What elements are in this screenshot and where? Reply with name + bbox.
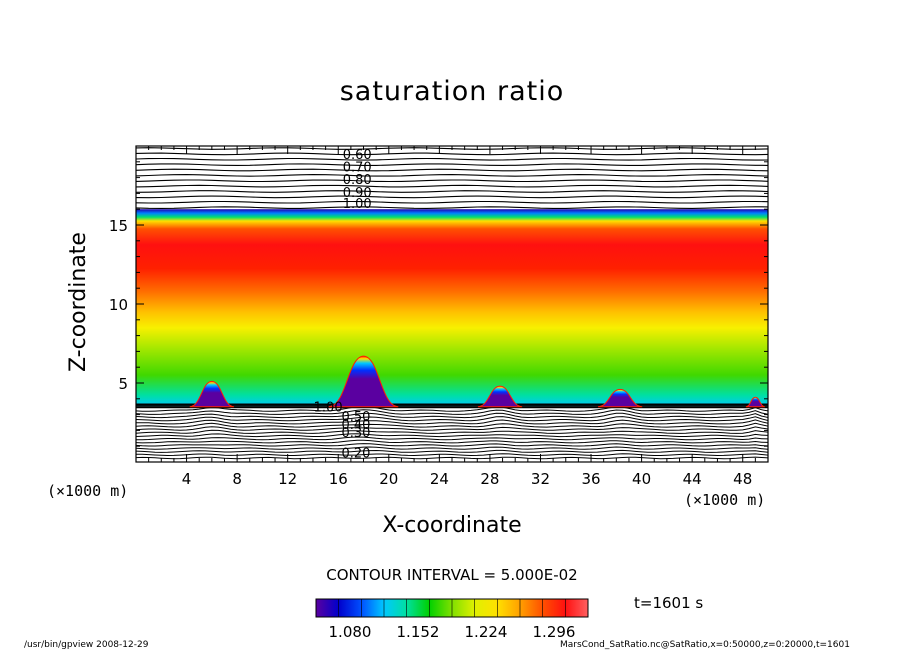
x-tick-label: 32	[531, 470, 550, 488]
lower-contour-line	[136, 419, 768, 425]
contour-label: 0.50	[341, 410, 370, 425]
x-tick-label: 24	[430, 470, 449, 488]
lower-contour-line	[136, 436, 768, 441]
contour-label: 0.90	[343, 186, 372, 201]
saturation-band	[136, 209, 768, 407]
y-axis-label: Z-coordinate	[66, 232, 91, 372]
x-tick-label: 12	[278, 470, 297, 488]
chart-title: saturation ratio	[339, 76, 565, 107]
footer-source: MarsCond_SatRatio.nc@SatRatio,x=0:50000,…	[560, 640, 850, 650]
lower-contour-line	[136, 429, 768, 434]
convective-bump-3	[477, 385, 523, 408]
lower-contour-line	[136, 446, 768, 450]
upper-contour-line	[136, 163, 768, 166]
x-tick-label: 36	[581, 470, 600, 488]
lower-contour-line	[136, 416, 768, 422]
contour-label: 0.80	[343, 173, 372, 188]
footer-program-date: /usr/bin/gpview 2008-12-29	[24, 640, 149, 650]
colorbar-tick-label: 1.296	[533, 623, 576, 641]
x-tick-label: 20	[379, 470, 398, 488]
contour-label: 0.60	[343, 148, 372, 163]
colorbar: 1.080 1.152 1.224 1.296	[315, 598, 589, 641]
contour-interval-label: CONTOUR INTERVAL = 5.000E-02	[326, 566, 578, 584]
upper-contour-line	[136, 200, 768, 204]
convective-bump-2	[328, 355, 399, 408]
convective-bump-4	[597, 388, 643, 408]
x-tick-label: 40	[632, 470, 651, 488]
upper-contour-line	[136, 168, 768, 172]
upper-contour-line	[136, 190, 768, 193]
upper-contour-line	[136, 152, 768, 156]
contour-label: 0.20	[341, 447, 370, 462]
lower-contour-line	[136, 453, 768, 457]
colorbar-tick-label: 1.152	[397, 623, 440, 641]
x-tick-label: 4	[182, 470, 192, 488]
contour-label: 1.00	[343, 197, 372, 212]
upper-contour-line	[136, 179, 768, 183]
upper-contour-line	[136, 195, 768, 199]
upper-contour-line	[136, 206, 768, 209]
lower-contour-line	[136, 405, 768, 412]
z-unit-label: (×1000 m)	[47, 482, 129, 500]
y-tick-label: 10	[109, 296, 128, 314]
convective-bump-1	[189, 380, 235, 408]
x-tick-label: 48	[733, 470, 752, 488]
x-tick-label: 28	[480, 470, 499, 488]
lower-contour-line	[136, 426, 768, 431]
contour-label: 0.70	[343, 161, 372, 176]
x-axis-label: X-coordinate	[382, 513, 522, 538]
convective-bump-5	[745, 396, 765, 408]
lower-contour-line	[136, 412, 768, 419]
contour-label: 0.30	[341, 426, 370, 441]
plot-area: 0.600.700.800.901.001.000.500.400.300.20	[136, 147, 768, 462]
lower-contour-line	[136, 449, 768, 453]
upper-contour-line	[136, 184, 768, 188]
lower-contour-line	[136, 433, 768, 438]
lower-contour-line	[136, 422, 768, 428]
upper-contour-line	[136, 157, 768, 161]
x-unit-label: (×1000 m)	[684, 491, 766, 509]
colorbar-tick-label: 1.224	[465, 623, 508, 641]
lower-contour-line	[136, 439, 768, 444]
lower-contour-line	[136, 409, 768, 415]
y-tick-label: 5	[118, 375, 128, 393]
lower-contour-line	[136, 443, 768, 447]
colorbar-tick-label: 1.080	[329, 623, 372, 641]
x-tick-label: 16	[329, 470, 348, 488]
lower-contour-line	[136, 456, 768, 460]
time-label: t=1601 s	[634, 594, 704, 612]
contour-label: 1.00	[314, 401, 343, 416]
x-tick-label: 8	[232, 470, 242, 488]
upper-contour-line	[136, 174, 768, 177]
x-tick-label: 44	[683, 470, 702, 488]
contour-label: 0.40	[341, 418, 370, 433]
y-tick-label: 15	[109, 217, 128, 235]
